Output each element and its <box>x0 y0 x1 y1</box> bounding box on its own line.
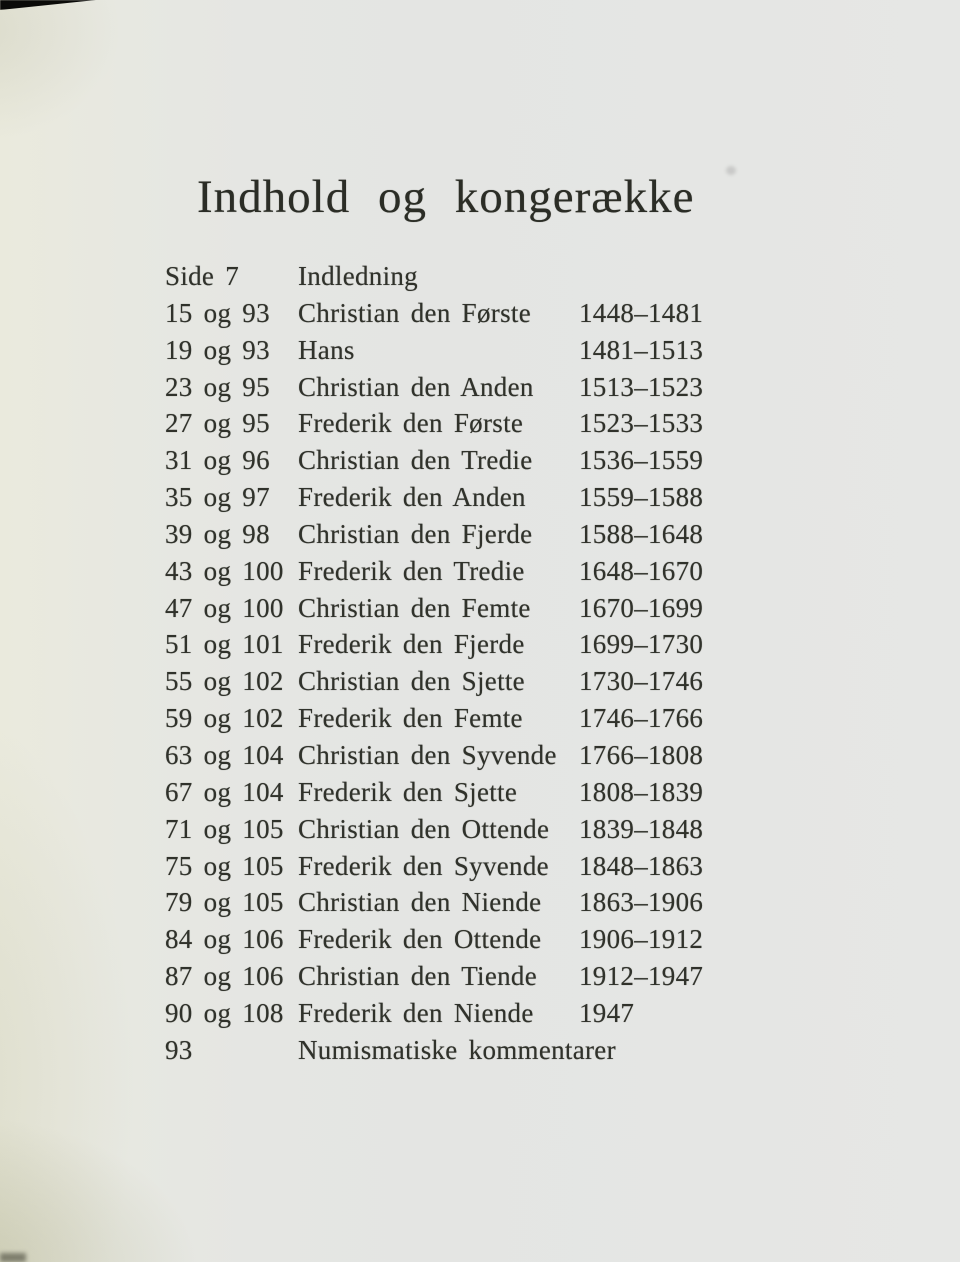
toc-row: 87 og 106 Christian den Tiende 1912–1947 <box>165 961 825 998</box>
reign-years: 1863–1906 <box>579 887 704 918</box>
reign-years: 1699–1730 <box>579 629 704 660</box>
toc-row: 59 og 102 Frederik den Femte 1746–1766 <box>165 703 825 740</box>
page-reference: 90 og 108 <box>165 997 284 1028</box>
page-reference: 51 og 101 <box>165 629 284 660</box>
toc-row: 47 og 100 Christian den Femte 1670–1699 <box>165 593 825 630</box>
entry-name: Numismatiske kommentarer <box>298 1034 616 1065</box>
page-reference: 47 og 100 <box>165 592 284 623</box>
reign-years: 1746–1766 <box>579 703 704 734</box>
page-reference: 63 og 104 <box>165 739 284 770</box>
table-of-contents: Side 7 Indledning 15 og 93 Christian den… <box>165 261 825 1072</box>
page-reference: 55 og 102 <box>165 666 284 697</box>
toc-row: 55 og 102 Christian den Sjette 1730–1746 <box>165 666 825 703</box>
entry-name: Christian den Femte <box>298 592 531 623</box>
page-reference: 15 og 93 <box>165 297 270 328</box>
entry-name: Christian den Syvende <box>298 739 557 770</box>
reign-years: 1730–1746 <box>579 666 704 697</box>
entry-name: Frederik den Niende <box>298 997 534 1028</box>
entry-name: Frederik den Første <box>298 408 524 439</box>
entry-name: Christian den Sjette <box>298 666 525 697</box>
page-reference: 23 og 95 <box>165 371 270 402</box>
page-reference: 19 og 93 <box>165 334 270 365</box>
scan-smudge-mark <box>726 166 736 175</box>
entry-name: Christian den Fjerde <box>298 518 533 549</box>
reign-years: 1648–1670 <box>579 555 704 586</box>
page-reference: Side 7 <box>165 261 240 291</box>
reign-years: 1766–1808 <box>579 739 704 770</box>
reign-years: 1808–1839 <box>579 776 704 807</box>
entry-name: Christian den Første <box>298 297 531 328</box>
toc-row: 67 og 104 Frederik den Sjette 1808–1839 <box>165 777 825 814</box>
entry-name: Frederik den Sjette <box>298 776 518 807</box>
entry-name: Frederik den Syvende <box>298 850 549 881</box>
toc-row: 35 og 97 Frederik den Anden 1559–1588 <box>165 482 825 519</box>
toc-row: 75 og 105 Frederik den Syvende 1848–1863 <box>165 851 825 888</box>
entry-name: Christian den Niende <box>298 887 542 918</box>
reign-years: 1839–1848 <box>579 813 704 844</box>
page-reference: 43 og 100 <box>165 555 284 586</box>
reign-years: 1947 <box>579 997 635 1028</box>
entry-name: Indledning <box>298 261 418 291</box>
toc-row: 23 og 95 Christian den Anden 1513–1523 <box>165 372 825 409</box>
toc-row: 43 og 100 Frederik den Tredie 1648–1670 <box>165 556 825 593</box>
entry-name: Christian den Anden <box>298 371 534 402</box>
scan-edge-artifact-bottom-left <box>0 1253 26 1262</box>
reign-years: 1559–1588 <box>579 482 704 513</box>
toc-row: 93 Numismatiske kommentarer <box>165 1035 825 1072</box>
reign-years: 1448–1481 <box>579 297 704 328</box>
reign-years: 1481–1513 <box>579 334 704 365</box>
toc-row: 90 og 108 Frederik den Niende 1947 <box>165 998 825 1035</box>
toc-row: 31 og 96 Christian den Tredie 1536–1559 <box>165 445 825 482</box>
reign-years: 1912–1947 <box>579 961 704 992</box>
toc-row: 71 og 105 Christian den Ottende 1839–184… <box>165 814 825 851</box>
page-reference: 35 og 97 <box>165 482 270 513</box>
reign-years: 1848–1863 <box>579 850 704 881</box>
entry-name: Hans <box>298 334 355 365</box>
reign-years: 1670–1699 <box>579 592 704 623</box>
toc-row: 63 og 104 Christian den Syvende 1766–180… <box>165 740 825 777</box>
reign-years: 1536–1559 <box>579 445 704 476</box>
page-reference: 87 og 106 <box>165 961 284 992</box>
entry-name: Christian den Tredie <box>298 445 533 476</box>
page-reference: 79 og 105 <box>165 887 284 918</box>
reign-years: 1906–1912 <box>579 924 704 955</box>
page-title: Indhold og kongerække <box>197 171 695 223</box>
page-reference: 27 og 95 <box>165 408 270 439</box>
toc-row: 79 og 105 Christian den Niende 1863–1906 <box>165 887 825 924</box>
entry-name: Frederik den Anden <box>298 482 526 513</box>
page-reference: 31 og 96 <box>165 445 270 476</box>
scan-edge-artifact-top-left <box>0 0 96 10</box>
page-reference: 39 og 98 <box>165 518 270 549</box>
entry-name: Frederik den Femte <box>298 703 523 734</box>
page-reference: 67 og 104 <box>165 776 284 807</box>
page-reference: 59 og 102 <box>165 703 284 734</box>
toc-row: 39 og 98 Christian den Fjerde 1588–1648 <box>165 519 825 556</box>
entry-name: Christian den Ottende <box>298 813 550 844</box>
entry-name: Frederik den Fjerde <box>298 629 525 660</box>
reign-years: 1513–1523 <box>579 371 704 402</box>
toc-row: Side 7 Indledning <box>165 261 825 298</box>
reign-years: 1523–1533 <box>579 408 704 439</box>
toc-row: 27 og 95 Frederik den Første 1523–1533 <box>165 408 825 445</box>
page-reference: 84 og 106 <box>165 924 284 955</box>
entry-name: Frederik den Ottende <box>298 924 542 955</box>
toc-row: 19 og 93 Hans 1481–1513 <box>165 335 825 372</box>
entry-name: Frederik den Tredie <box>298 555 525 586</box>
toc-row: 15 og 93 Christian den Første 1448–1481 <box>165 298 825 335</box>
toc-row: 84 og 106 Frederik den Ottende 1906–1912 <box>165 924 825 961</box>
page-reference: 75 og 105 <box>165 850 284 881</box>
toc-row: 51 og 101 Frederik den Fjerde 1699–1730 <box>165 629 825 666</box>
reign-years: 1588–1648 <box>579 518 704 549</box>
entry-name: Christian den Tiende <box>298 961 538 992</box>
page-reference: 71 og 105 <box>165 813 284 844</box>
page-reference: 93 <box>165 1034 193 1065</box>
